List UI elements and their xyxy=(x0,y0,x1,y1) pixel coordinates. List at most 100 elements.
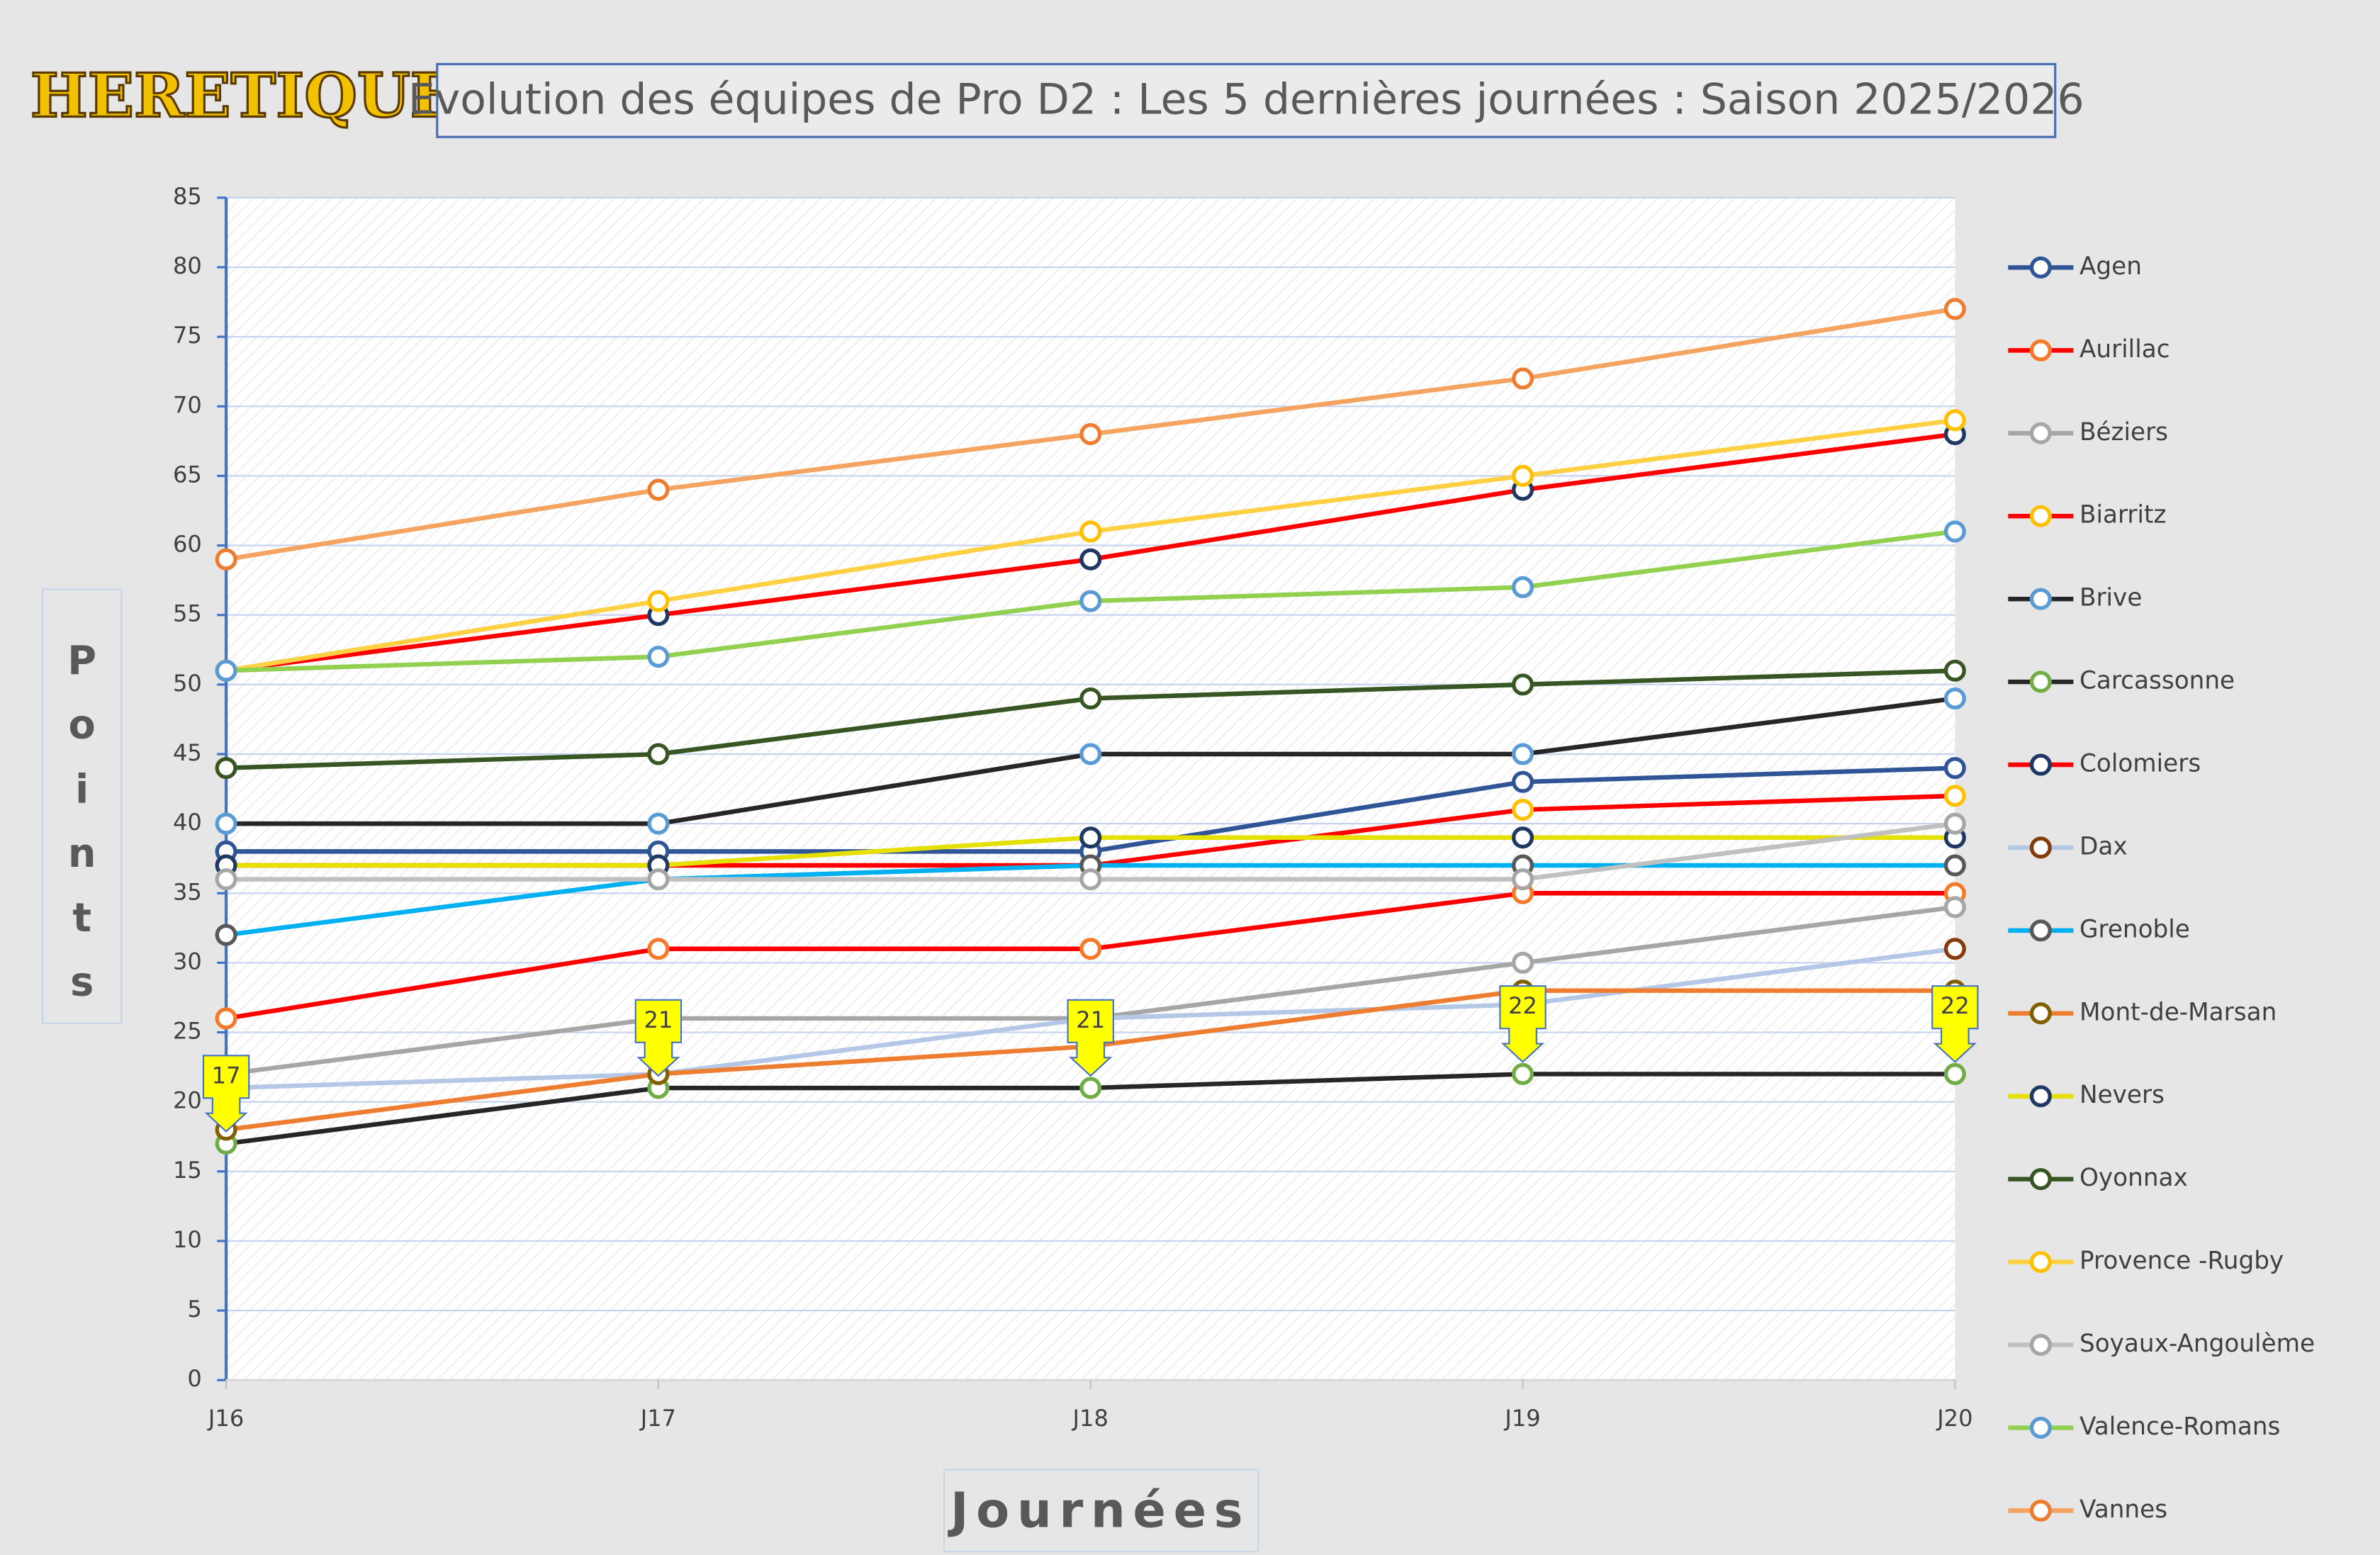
data-point xyxy=(215,757,237,780)
data-point xyxy=(1512,367,1534,390)
data-point xyxy=(1512,826,1534,849)
callout-label: 21 xyxy=(644,1006,673,1033)
x-tick-label: J18 xyxy=(1072,1405,1108,1432)
legend-label: Biarritz xyxy=(2079,501,2166,529)
data-point xyxy=(647,478,670,501)
legend-label: Béziers xyxy=(2079,418,2168,447)
callout-label: 22 xyxy=(1941,992,1970,1019)
data-point xyxy=(1512,464,1534,487)
x-tick-label: J17 xyxy=(639,1405,676,1432)
data-point xyxy=(1079,687,1102,710)
legend-marker xyxy=(2029,1333,2052,1357)
x-tick-label: J16 xyxy=(207,1405,244,1432)
legend-marker xyxy=(2029,505,2052,527)
plot-area xyxy=(226,197,1955,1381)
data-point xyxy=(215,924,237,946)
x-tick-label: J20 xyxy=(1936,1405,1972,1432)
y-tick-label: 40 xyxy=(173,809,202,836)
data-point xyxy=(647,812,670,835)
legend-marker xyxy=(2029,753,2052,776)
data-point xyxy=(647,868,670,891)
data-point xyxy=(1943,298,1966,320)
data-point xyxy=(215,868,237,891)
y-tick-label: 35 xyxy=(173,878,202,905)
data-point xyxy=(1943,896,1966,919)
data-point xyxy=(1943,938,1966,960)
legend-label: Soyaux-Angoulème xyxy=(2079,1330,2315,1358)
data-point xyxy=(215,812,237,835)
legend-label: Brive xyxy=(2079,584,2142,612)
data-point xyxy=(1943,409,1966,432)
legend-label: Colomiers xyxy=(2079,750,2201,778)
y-tick-label: 0 xyxy=(187,1365,201,1392)
legend-marker xyxy=(2029,1085,2052,1108)
legend-marker xyxy=(2029,1168,2052,1191)
data-point xyxy=(1512,770,1534,793)
y-tick-label: 80 xyxy=(173,252,202,279)
legend-label: Aurillac xyxy=(2079,335,2170,364)
data-point xyxy=(215,659,237,682)
data-point xyxy=(215,1007,237,1030)
logo: HERETIQUES xyxy=(30,60,500,131)
data-point xyxy=(1512,868,1534,891)
x-tick-label: J19 xyxy=(1503,1405,1540,1432)
data-point xyxy=(1943,1062,1966,1085)
y-tick-label: 50 xyxy=(173,670,202,697)
legend-label: Nevers xyxy=(2079,1081,2165,1109)
callout-box xyxy=(634,999,683,1077)
y-tick-label: 55 xyxy=(173,600,202,627)
y-tick-label: 60 xyxy=(173,531,202,558)
data-point xyxy=(1512,743,1534,765)
data-point xyxy=(1079,590,1102,612)
callout-label: 21 xyxy=(1076,1006,1105,1033)
legend-marker xyxy=(2029,836,2052,859)
legend-marker xyxy=(2029,670,2052,693)
legend-label: Oyonnax xyxy=(2079,1164,2188,1192)
legend-marker xyxy=(2029,919,2052,942)
data-point xyxy=(1512,798,1534,821)
data-point xyxy=(1943,757,1966,780)
chart-title: Evolution des équipes de Pro D2 : Les 5 … xyxy=(408,75,2084,125)
legend-marker xyxy=(2029,1499,2052,1522)
legend-label: Mont-de-Marsan xyxy=(2079,998,2277,1026)
legend-label: Carcassonne xyxy=(2079,667,2235,695)
data-point xyxy=(1512,1062,1534,1085)
y-tick-label: 65 xyxy=(173,461,202,488)
y-axis-label: Points xyxy=(59,638,105,1023)
legend-marker xyxy=(2029,256,2052,279)
xlabel-box xyxy=(943,1469,1259,1553)
y-tick-label: 30 xyxy=(173,948,202,975)
y-tick-label: 70 xyxy=(173,391,202,418)
data-point xyxy=(1079,520,1102,543)
data-point xyxy=(1079,548,1102,571)
data-point xyxy=(647,590,670,612)
legend-marker xyxy=(2029,588,2052,610)
data-point xyxy=(1079,423,1102,446)
legend-label: Provence -Rugby xyxy=(2079,1247,2284,1275)
legend-label: Agen xyxy=(2079,252,2142,281)
data-point xyxy=(647,743,670,765)
callout-box xyxy=(1067,999,1114,1077)
data-point xyxy=(1079,1077,1102,1099)
data-point xyxy=(647,646,670,668)
data-point xyxy=(1079,826,1102,849)
data-point xyxy=(1512,951,1534,974)
callout-box xyxy=(1931,985,1979,1063)
y-tick-label: 85 xyxy=(173,183,202,210)
legend-marker xyxy=(2029,339,2052,361)
data-point xyxy=(1943,812,1966,835)
callout-label: 17 xyxy=(212,1062,241,1089)
legend-marker xyxy=(2029,422,2052,444)
y-tick-label: 20 xyxy=(173,1087,202,1114)
legend-label: Dax xyxy=(2079,832,2128,860)
y-tick-label: 10 xyxy=(173,1226,202,1253)
y-tick-label: 15 xyxy=(173,1157,202,1184)
data-point xyxy=(1079,868,1102,891)
y-tick-label: 25 xyxy=(173,1018,202,1045)
data-point xyxy=(1079,743,1102,765)
ylabel-box xyxy=(41,588,123,1025)
y-tick-label: 75 xyxy=(173,322,202,349)
legend-marker xyxy=(2029,1002,2052,1025)
legend-marker xyxy=(2029,1416,2052,1439)
callout-box xyxy=(202,1055,250,1133)
